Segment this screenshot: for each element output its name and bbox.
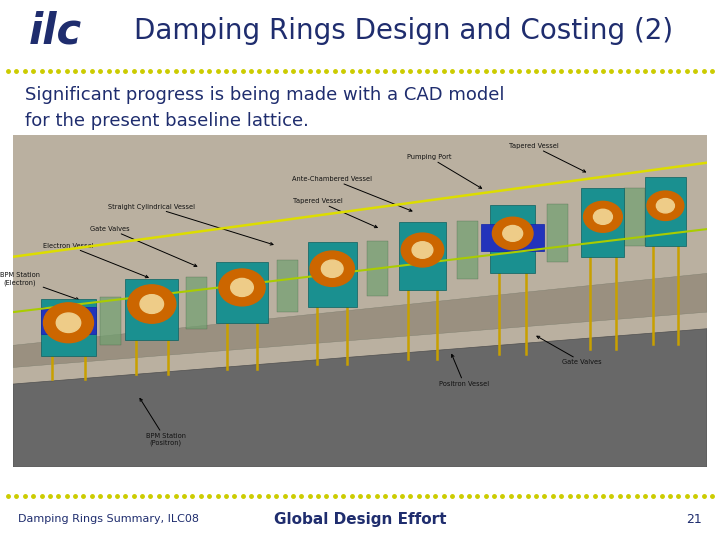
- Text: ilc: ilc: [28, 10, 81, 52]
- FancyBboxPatch shape: [41, 299, 96, 356]
- Text: Tapered Vessel: Tapered Vessel: [508, 143, 585, 172]
- FancyBboxPatch shape: [276, 260, 297, 312]
- Text: Damping Rings Design and Costing (2): Damping Rings Design and Costing (2): [134, 17, 672, 45]
- Text: Straight Cylindrical Vessel: Straight Cylindrical Vessel: [108, 204, 273, 245]
- Circle shape: [56, 313, 81, 333]
- FancyBboxPatch shape: [307, 242, 357, 307]
- Circle shape: [321, 260, 343, 278]
- FancyBboxPatch shape: [99, 296, 120, 346]
- FancyBboxPatch shape: [482, 224, 544, 251]
- Text: BPM Station
(Positron): BPM Station (Positron): [140, 399, 186, 446]
- Circle shape: [43, 303, 94, 343]
- Polygon shape: [13, 329, 707, 467]
- Circle shape: [492, 217, 533, 249]
- Circle shape: [401, 233, 444, 267]
- Circle shape: [219, 269, 265, 306]
- Text: Positron Vessel: Positron Vessel: [439, 354, 489, 387]
- FancyBboxPatch shape: [367, 241, 388, 295]
- Circle shape: [127, 285, 176, 323]
- Text: Tapered Vessel: Tapered Vessel: [294, 198, 377, 228]
- FancyBboxPatch shape: [645, 177, 686, 246]
- Circle shape: [230, 279, 253, 296]
- Text: Damping Rings Summary, ILC08: Damping Rings Summary, ILC08: [18, 515, 199, 524]
- FancyBboxPatch shape: [186, 277, 207, 329]
- Circle shape: [140, 295, 163, 313]
- Text: Ante-Chambered Vessel: Ante-Chambered Vessel: [292, 176, 412, 211]
- FancyBboxPatch shape: [624, 188, 644, 246]
- FancyBboxPatch shape: [13, 135, 707, 467]
- Polygon shape: [13, 273, 707, 367]
- FancyBboxPatch shape: [457, 221, 478, 279]
- Circle shape: [647, 191, 684, 220]
- Text: Pumping Port: Pumping Port: [407, 154, 482, 188]
- Text: Gate Valves: Gate Valves: [90, 226, 197, 266]
- Circle shape: [412, 242, 433, 258]
- FancyBboxPatch shape: [216, 262, 268, 323]
- FancyBboxPatch shape: [125, 279, 179, 340]
- Circle shape: [593, 210, 613, 224]
- FancyBboxPatch shape: [490, 205, 535, 273]
- Text: Global Design Effort: Global Design Effort: [274, 512, 446, 527]
- FancyBboxPatch shape: [582, 188, 624, 256]
- FancyBboxPatch shape: [547, 205, 568, 262]
- Text: Electron Vessel: Electron Vessel: [43, 242, 148, 278]
- Circle shape: [584, 201, 622, 232]
- Text: BPM Station
(Electron): BPM Station (Electron): [0, 272, 78, 300]
- Circle shape: [503, 226, 523, 241]
- FancyBboxPatch shape: [41, 307, 96, 334]
- Text: 21: 21: [686, 513, 702, 526]
- Circle shape: [657, 199, 675, 213]
- Circle shape: [310, 251, 354, 286]
- FancyBboxPatch shape: [399, 221, 446, 290]
- Text: Gate Valves: Gate Valves: [537, 336, 602, 365]
- Text: Significant progress is being made with a CAD model
for the present baseline lat: Significant progress is being made with …: [25, 86, 505, 130]
